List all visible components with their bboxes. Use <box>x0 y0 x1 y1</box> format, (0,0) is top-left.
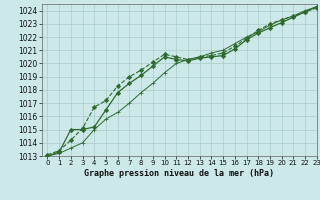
X-axis label: Graphe pression niveau de la mer (hPa): Graphe pression niveau de la mer (hPa) <box>84 169 274 178</box>
